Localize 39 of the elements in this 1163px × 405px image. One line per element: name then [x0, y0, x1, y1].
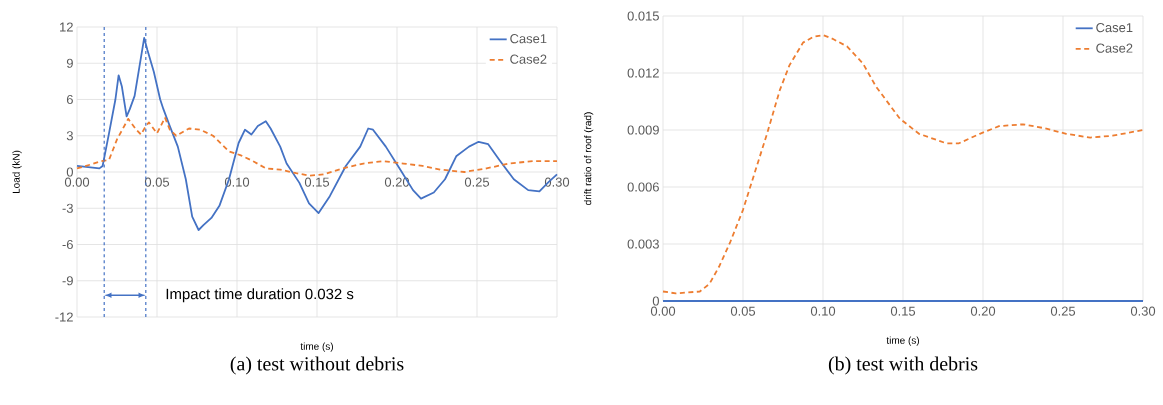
- y-tick-label: 9: [66, 58, 73, 68]
- y-tick-label: 6: [66, 94, 73, 105]
- y-tick-label: -3: [62, 203, 73, 213]
- y-tick-label: 0.015: [627, 11, 659, 21]
- line-series: [662, 34, 1144, 295]
- legend-label: Case1: [1096, 23, 1133, 33]
- x-tick-label: 0.25: [1050, 306, 1076, 316]
- x-tick-label: 0.00: [650, 306, 676, 316]
- y-tick-label: 0: [652, 296, 659, 306]
- x-tick-label: 0.10: [810, 306, 836, 316]
- x-tick-label: 0.05: [144, 177, 170, 187]
- x-tick-label: 0.00: [64, 177, 90, 187]
- y-tick-label: -6: [62, 239, 73, 250]
- y-tick-label: 12: [60, 22, 73, 32]
- annotation: Impact time duration 0.032 s: [166, 288, 354, 303]
- y-tick-label: -12: [55, 312, 73, 322]
- text: (a) test without debris: [230, 356, 404, 375]
- legend-label: Case2: [510, 54, 547, 64]
- y-tick-label: -9: [62, 276, 73, 286]
- y-tick-label: 3: [66, 131, 73, 141]
- y-tick-label: 0.003: [627, 239, 659, 249]
- y-axis-title: Load (kN): [12, 150, 22, 194]
- x-tick-label: 0.30: [1130, 306, 1156, 316]
- legend-label: Case1: [510, 34, 547, 44]
- x-tick-label: 0.20: [970, 306, 996, 316]
- x-tick-label: 0.15: [304, 177, 330, 187]
- y-axis-title: drift ratio of roof (rad): [583, 112, 594, 205]
- y-tick-label: 0.009: [627, 125, 659, 135]
- line-series: [76, 116, 558, 177]
- y-tick-label: 0: [66, 167, 73, 177]
- legend-label: Case2: [1096, 43, 1133, 53]
- x-axis-title: time (s): [886, 336, 919, 346]
- x-tick-label: 0.05: [730, 306, 756, 316]
- y-tick-label: 0.012: [627, 68, 659, 78]
- x-tick-label: 0.15: [890, 306, 916, 316]
- x-tick-label: 0.25: [464, 177, 490, 187]
- x-axis-title: time (s): [300, 342, 333, 352]
- y-tick-label: 0.006: [627, 182, 659, 192]
- text: (b) test with debris: [828, 356, 978, 375]
